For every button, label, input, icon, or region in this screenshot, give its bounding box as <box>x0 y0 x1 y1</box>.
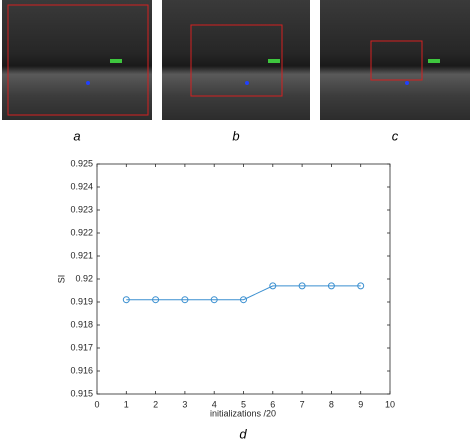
x-tick-label: 4 <box>212 399 217 409</box>
data-point <box>327 282 335 290</box>
y-tick-label: 0.925 <box>70 158 93 168</box>
x-tick-label: 0 <box>94 399 99 409</box>
y-axis-label: SI <box>56 275 66 284</box>
x-tick-label: 5 <box>241 399 246 409</box>
y-tick-label: 0.919 <box>70 296 93 306</box>
image-b <box>162 0 310 120</box>
panel-label: d <box>239 426 247 441</box>
data-line <box>126 285 361 301</box>
x-tick-label: 3 <box>182 399 187 409</box>
data-point <box>269 282 277 290</box>
x-tick-label: 6 <box>270 399 275 409</box>
x-axis-label: initializations /20 <box>210 408 276 418</box>
data-point <box>298 282 306 290</box>
y-tick-label: 0.915 <box>70 388 93 398</box>
y-tick-label: 0.917 <box>70 342 93 352</box>
data-point <box>122 296 130 304</box>
y-tick-label: 0.923 <box>70 204 93 214</box>
data-point <box>152 296 160 304</box>
panel-label: a <box>73 128 80 143</box>
x-tick-label: 9 <box>358 399 363 409</box>
data-point <box>210 296 218 304</box>
y-tick-label: 0.922 <box>70 227 93 237</box>
x-tick-label: 1 <box>124 399 129 409</box>
plot-frame <box>96 163 391 395</box>
y-tick-label: 0.924 <box>70 181 93 191</box>
image-a <box>2 0 152 120</box>
data-point <box>240 296 247 304</box>
x-tick-label: 2 <box>153 399 158 409</box>
y-tick-label: 0.916 <box>70 365 93 375</box>
x-tick-label: 7 <box>300 399 305 409</box>
y-tick-label: 0.92 <box>75 273 93 283</box>
panel-label: c <box>392 128 399 143</box>
data-point <box>181 296 189 304</box>
data-point <box>357 282 365 290</box>
x-tick-label: 8 <box>329 399 334 409</box>
image-c <box>320 0 470 120</box>
y-tick-label: 0.918 <box>70 319 93 329</box>
y-tick-label: 0.921 <box>70 250 93 260</box>
panel-label: b <box>232 128 239 143</box>
x-tick-label: 10 <box>385 399 395 409</box>
